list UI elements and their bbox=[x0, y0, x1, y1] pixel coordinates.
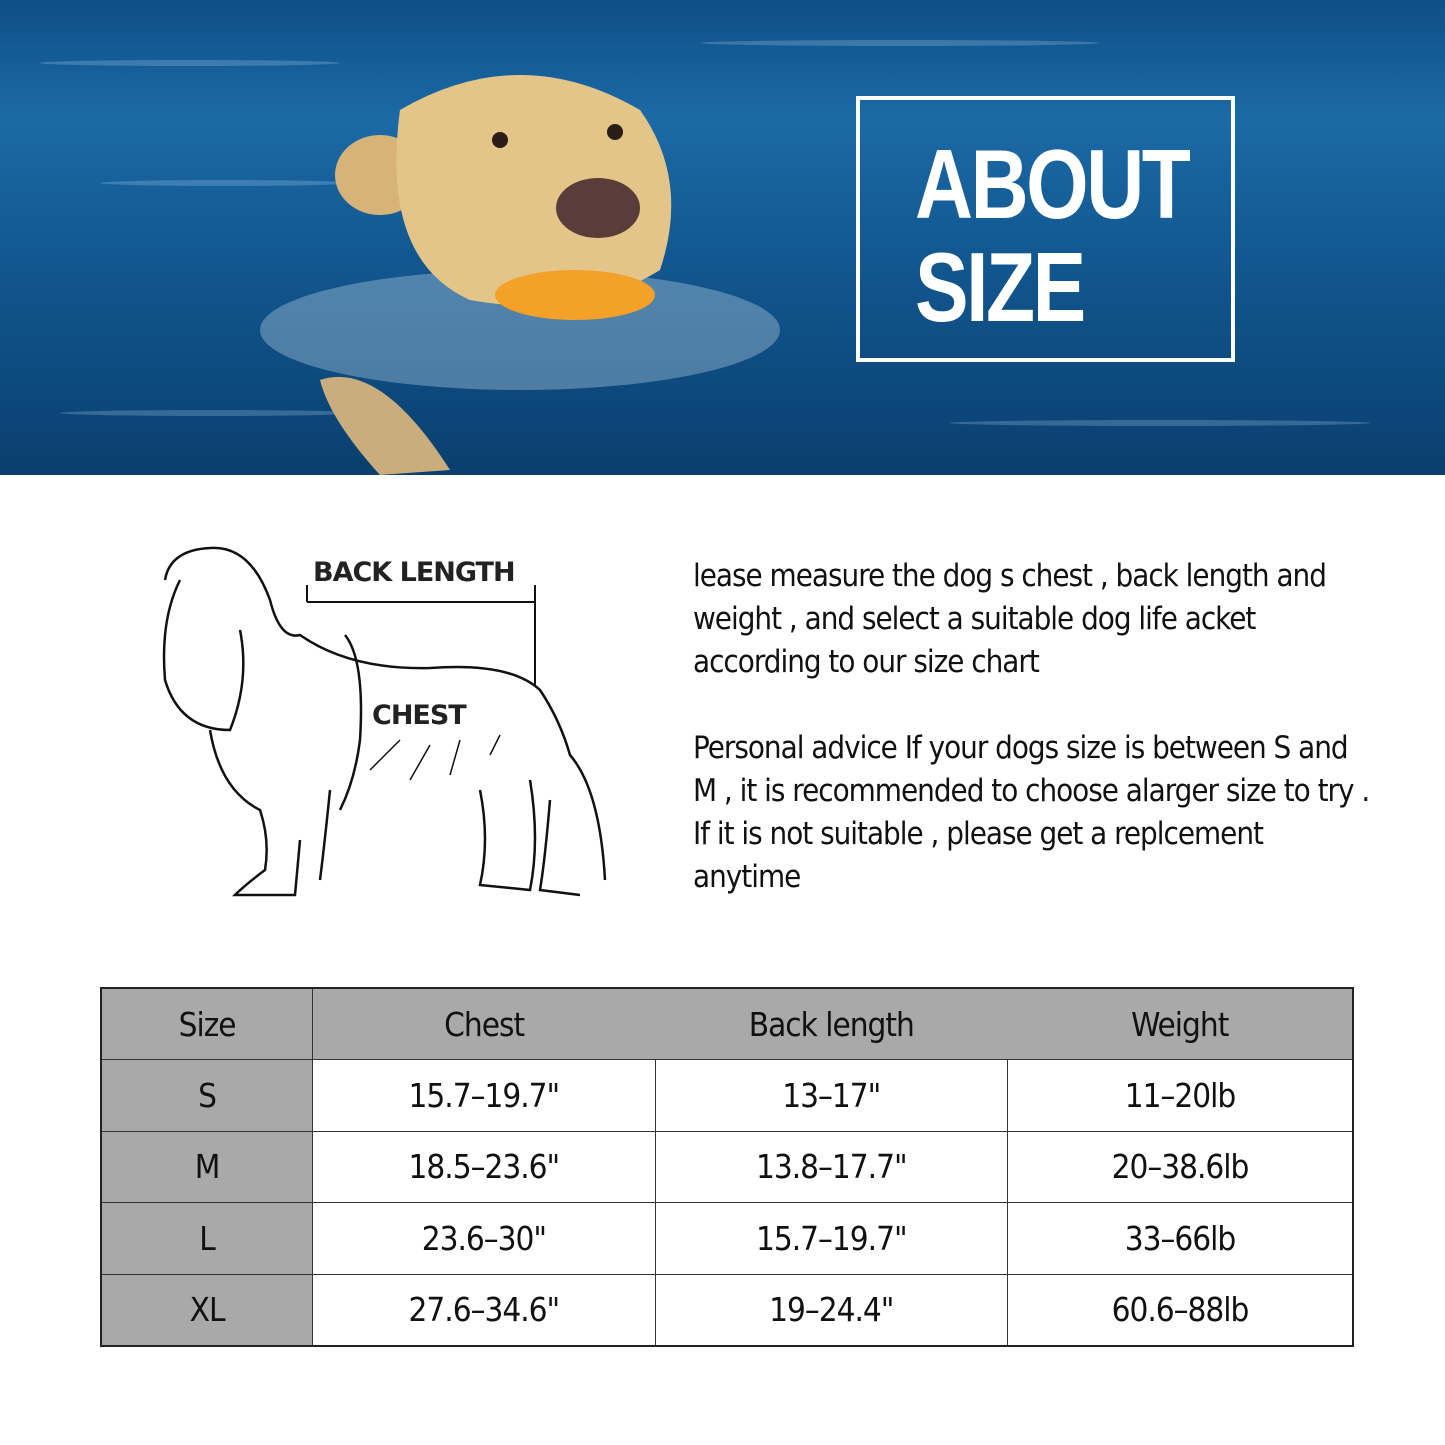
dog-outline-icon bbox=[162, 546, 607, 897]
back-length-cell: 19–24.4" bbox=[654, 1273, 1009, 1346]
water-wave bbox=[950, 420, 1370, 426]
table-row: XL 27.6–34.6" 19–24.4" 60.6–88lb bbox=[100, 1273, 1354, 1346]
swimming-dog-image bbox=[260, 75, 780, 475]
title-line-1: ABOUT bbox=[915, 129, 1191, 239]
weight-cell: 33–66lb bbox=[1007, 1202, 1354, 1275]
header-weight: Weight bbox=[1007, 987, 1353, 1060]
back-length-cell: 13–17" bbox=[654, 1059, 1009, 1132]
header-chest: Chest bbox=[312, 987, 656, 1060]
table-row: S 15.7–19.7" 13–17" 11–20lb bbox=[100, 1059, 1354, 1132]
weight-cell: 60.6–88lb bbox=[1007, 1273, 1354, 1346]
dog-measurement-diagram: BACK LENGTH CHEST bbox=[150, 540, 620, 910]
header-back-length: Back length bbox=[655, 987, 1008, 1060]
banner-photo: ABOUT SIZE bbox=[0, 0, 1445, 475]
size-cell: M bbox=[100, 1130, 314, 1203]
back-length-cell: 15.7–19.7" bbox=[654, 1202, 1009, 1275]
table-row: M 18.5–23.6" 13.8–17.7" 20–38.6lb bbox=[100, 1130, 1354, 1203]
size-cell: S bbox=[100, 1059, 314, 1132]
size-cell: XL bbox=[100, 1273, 314, 1346]
chest-cell: 27.6–34.6" bbox=[312, 1273, 656, 1346]
size-chart-table: Size Chest Back length Weight S 15.7–19.… bbox=[100, 987, 1354, 1347]
chest-label: CHEST bbox=[372, 700, 467, 731]
back-length-cell: 13.8–17.7" bbox=[654, 1130, 1009, 1203]
water-wave bbox=[700, 40, 1100, 46]
water-wave bbox=[60, 410, 360, 416]
sizing-instructions: lease measure the dog s chest , back len… bbox=[693, 555, 1373, 942]
back-length-label: BACK LENGTH bbox=[313, 557, 516, 588]
chest-cell: 15.7–19.7" bbox=[312, 1059, 656, 1132]
chest-cell: 23.6–30" bbox=[312, 1202, 656, 1275]
measure-instructions-text: lease measure the dog s chest , back len… bbox=[693, 558, 1327, 680]
personal-advice-text: Personal advice If your dogs size is bet… bbox=[693, 730, 1370, 895]
title-line-2: SIZE bbox=[915, 232, 1086, 342]
size-cell: L bbox=[100, 1202, 314, 1275]
weight-cell: 11–20lb bbox=[1007, 1059, 1354, 1132]
table-row: L 23.6–30" 15.7–19.7" 33–66lb bbox=[100, 1202, 1354, 1275]
about-size-title-box: ABOUT SIZE bbox=[856, 96, 1235, 362]
weight-cell: 20–38.6lb bbox=[1007, 1130, 1354, 1203]
chest-cell: 18.5–23.6" bbox=[312, 1130, 656, 1203]
table-header-row: Size Chest Back length Weight bbox=[101, 987, 1353, 1060]
water-wave bbox=[100, 180, 350, 186]
water-wave bbox=[40, 60, 340, 66]
header-size: Size bbox=[101, 987, 314, 1060]
